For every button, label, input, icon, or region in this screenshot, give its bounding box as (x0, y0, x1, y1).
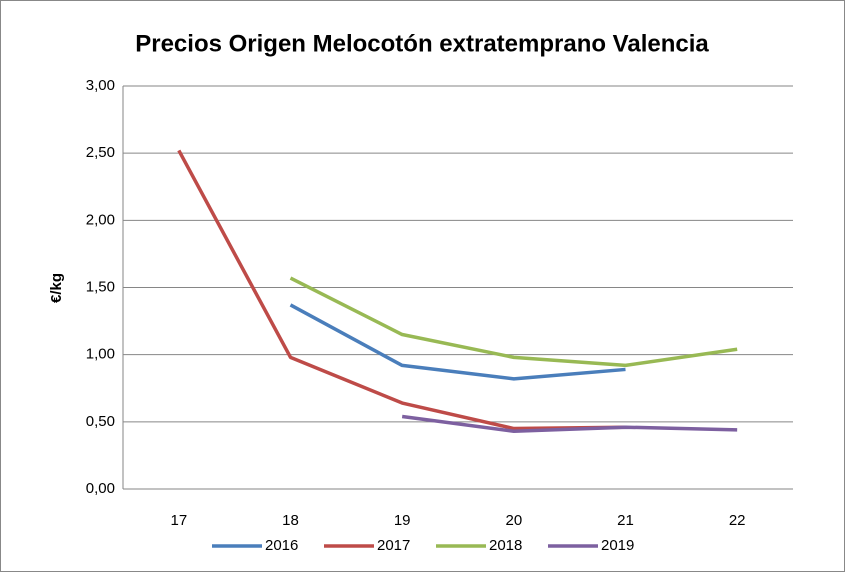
legend-label: 2018 (489, 537, 522, 554)
y-axis-label: €/kg (48, 273, 65, 303)
legend-label: 2019 (601, 537, 634, 554)
legend-label: 2016 (265, 537, 298, 554)
y-tick-label: 0,50 (86, 413, 115, 430)
series-line (289, 276, 738, 368)
x-tick-label: 20 (505, 512, 522, 529)
x-tick-label: 19 (394, 512, 411, 529)
x-tick-label: 21 (617, 512, 634, 529)
y-tick-label: 2,00 (86, 211, 115, 228)
legend-label: 2017 (377, 537, 410, 554)
y-tick-label: 0,00 (86, 480, 115, 497)
y-tick-label: 2,50 (86, 144, 115, 161)
series-line (401, 414, 738, 433)
y-tick-label: 3,00 (86, 77, 115, 94)
x-tick-label: 22 (729, 512, 746, 529)
y-tick-label: 1,00 (86, 346, 115, 363)
x-tick-label: 18 (282, 512, 299, 529)
series-line (289, 303, 626, 381)
x-tick-label: 17 (170, 512, 187, 529)
y-tick-label: 1,50 (86, 278, 115, 295)
chart-title: Precios Origen Melocotón extratemprano V… (135, 30, 709, 57)
series-line (177, 149, 626, 431)
